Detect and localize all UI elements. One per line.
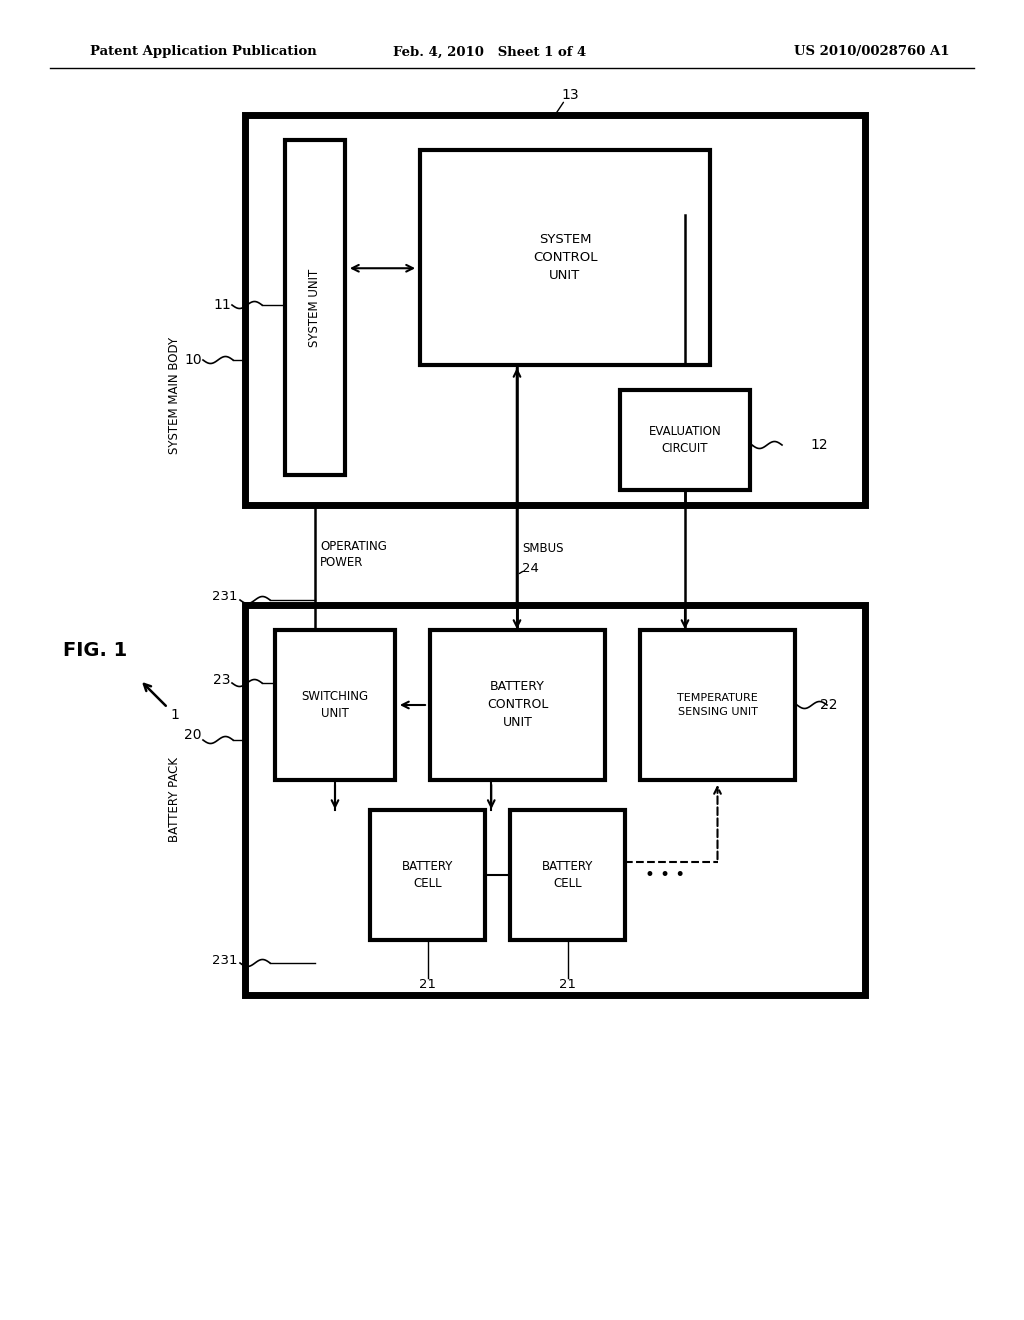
Text: 231: 231 — [212, 953, 238, 966]
Bar — [510, 810, 625, 940]
Text: EVALUATION
CIRCUIT: EVALUATION CIRCUIT — [648, 425, 721, 455]
Text: 24: 24 — [522, 561, 539, 574]
Text: 1: 1 — [144, 684, 179, 722]
Text: 21: 21 — [559, 978, 575, 991]
Text: SYSTEM
CONTROL
UNIT: SYSTEM CONTROL UNIT — [532, 234, 597, 282]
Text: 23: 23 — [213, 673, 230, 686]
Bar — [420, 150, 710, 366]
Text: 13: 13 — [561, 88, 579, 102]
Bar — [430, 630, 605, 780]
Text: BATTERY
CONTROL
UNIT: BATTERY CONTROL UNIT — [486, 681, 548, 730]
Text: • • •: • • • — [645, 866, 685, 884]
Text: US 2010/0028760 A1: US 2010/0028760 A1 — [795, 45, 950, 58]
Text: FIG. 1: FIG. 1 — [62, 640, 127, 660]
Text: SYSTEM MAIN BODY: SYSTEM MAIN BODY — [169, 337, 181, 454]
Text: OPERATING
POWER: OPERATING POWER — [319, 540, 387, 569]
Text: Feb. 4, 2010   Sheet 1 of 4: Feb. 4, 2010 Sheet 1 of 4 — [393, 45, 587, 58]
Text: TEMPERATURE
SENSING UNIT: TEMPERATURE SENSING UNIT — [677, 693, 758, 717]
Text: 21: 21 — [419, 978, 436, 991]
Bar — [640, 630, 795, 780]
Text: 10: 10 — [184, 352, 202, 367]
Text: Patent Application Publication: Patent Application Publication — [90, 45, 316, 58]
Text: 231: 231 — [212, 590, 238, 602]
Text: BATTERY
CELL: BATTERY CELL — [542, 861, 593, 890]
Text: 22: 22 — [820, 698, 838, 711]
Bar — [620, 389, 750, 490]
Bar — [245, 115, 865, 506]
Text: 11: 11 — [213, 298, 230, 312]
Text: BATTERY
CELL: BATTERY CELL — [401, 861, 454, 890]
Text: SWITCHING
UNIT: SWITCHING UNIT — [301, 690, 369, 719]
Text: BATTERY PACK: BATTERY PACK — [169, 758, 181, 842]
Text: 12: 12 — [810, 438, 827, 451]
Text: 20: 20 — [184, 729, 202, 742]
Text: SMBUS: SMBUS — [522, 541, 563, 554]
Bar — [285, 140, 345, 475]
Text: SYSTEM UNIT: SYSTEM UNIT — [308, 268, 322, 347]
Bar — [275, 630, 395, 780]
Bar — [370, 810, 485, 940]
Bar — [245, 605, 865, 995]
